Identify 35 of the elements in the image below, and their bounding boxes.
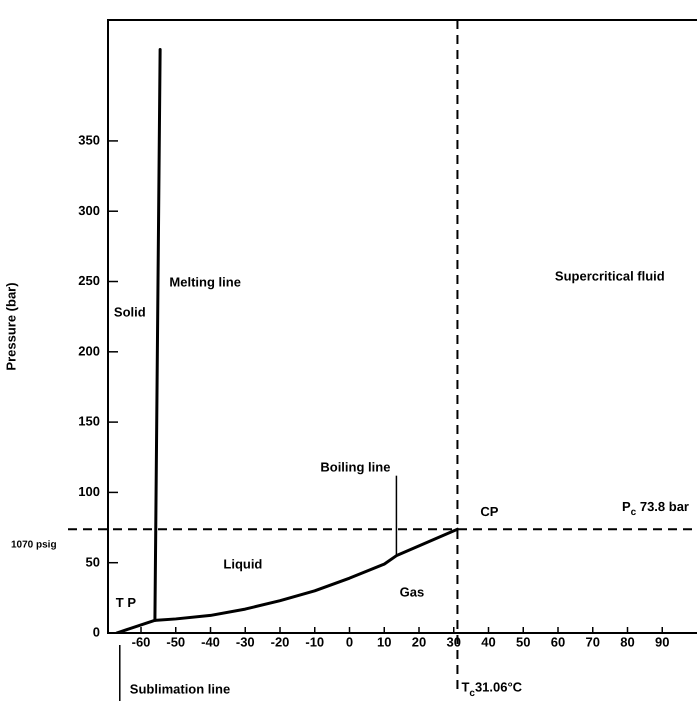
x-tick-label: 60 xyxy=(550,634,566,650)
x-tick-label: -10 xyxy=(305,634,324,650)
x-tick-label: -40 xyxy=(201,634,220,650)
y-axis-title: Pressure (bar) xyxy=(3,282,18,371)
x-tick-label: -60 xyxy=(132,634,150,650)
x-tick-label: 80 xyxy=(620,634,635,650)
y-tick-label: 50 xyxy=(86,554,100,570)
x-tick-label: 20 xyxy=(412,634,426,650)
x-tick-label: 10 xyxy=(377,634,392,650)
text: Sublimation line xyxy=(130,682,230,697)
y-tick-label: 350 xyxy=(78,132,100,148)
y-tick-label: 150 xyxy=(78,414,100,429)
x-tick-label: -50 xyxy=(166,634,186,650)
x-tick-label: -20 xyxy=(270,634,290,650)
text: 1070 psig xyxy=(10,539,57,550)
annotation: Gas xyxy=(400,584,424,600)
x-tick-label: 0 xyxy=(346,634,354,650)
annotation: Solid xyxy=(114,304,146,320)
annotation: Boiling line xyxy=(320,459,390,474)
x-tick-label: 30 xyxy=(446,634,461,650)
annotation: Liquid xyxy=(223,556,262,572)
x-tick-label: 70 xyxy=(586,634,600,650)
annotation: CP xyxy=(480,504,499,519)
x-tick-label: -30 xyxy=(236,634,255,650)
x-tick-label: 50 xyxy=(516,634,530,650)
y-tick-label: 0 xyxy=(92,624,100,640)
annotation: T P xyxy=(116,594,136,610)
x-tick-label: 90 xyxy=(655,634,670,650)
y-tick-label: 100 xyxy=(78,484,100,499)
y-tick-label: 300 xyxy=(78,202,100,218)
y-tick-label: 200 xyxy=(78,343,100,358)
annotation: Melting line xyxy=(169,274,241,290)
annotation: Supercritical fluid xyxy=(554,268,665,284)
x-tick-label: 40 xyxy=(481,634,496,650)
y-tick-label: 250 xyxy=(78,273,100,288)
